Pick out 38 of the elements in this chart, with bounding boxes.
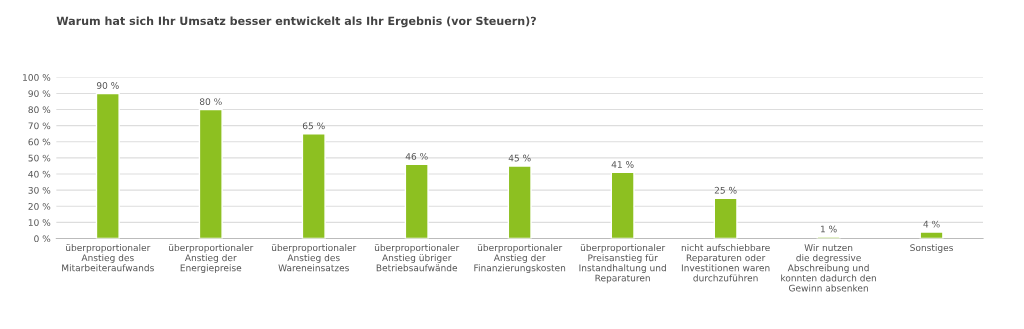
y-tick-label: 30 % — [28, 186, 51, 194]
y-tick-label: 10 % — [28, 219, 51, 226]
bar — [919, 231, 944, 239]
chart-title: Warum hat sich Ihr Umsatz besser entwickelt als Ihr Ergebnis (vor Steuern)? — [56, 16, 536, 28]
x-tick-label: nicht aufschiebbare Reparaturen oder Investitionen waren durchzuführen — [681, 244, 770, 282]
data-label: 90 % — [96, 82, 119, 89]
x-tick-label: überproportionaler Anstieg des Wareneinsatzes — [271, 244, 357, 272]
data-label: 80 % — [199, 98, 222, 106]
y-tick-label: 60 % — [28, 138, 51, 146]
x-tick-label: überproportionaler Anstieg der Energiepreise — [169, 244, 254, 274]
bar — [301, 133, 326, 239]
y-tick-label: 50 % — [28, 154, 51, 162]
bar — [713, 197, 738, 239]
x-tick-label: überproportionaler Anstieg übriger Betriebsaufwände — [374, 244, 460, 272]
x-tick-label: überproportionaler Preisanstieg für Instandhaltung und Reparaturen — [579, 244, 666, 284]
bar — [507, 165, 532, 239]
x-tick-label: überproportionaler Anstieg des Mitarbeiteraufwands — [62, 244, 154, 272]
bar — [610, 171, 635, 239]
data-label: 1 % — [820, 225, 837, 233]
y-tick-label: 100 % — [23, 74, 51, 81]
data-label: 4 % — [923, 220, 940, 228]
y-tick-label: 20 % — [28, 203, 51, 210]
data-label: 65 % — [302, 122, 325, 130]
bar — [404, 163, 429, 239]
y-tick-label: 90 % — [28, 90, 51, 97]
x-tick-label: Wir nutzen die degressive Abschreibung und konnten dadurch den Gewinn absenken — [781, 244, 876, 292]
data-label: 41 % — [611, 161, 634, 168]
x-tick-label: Sonstiges — [910, 244, 953, 253]
bar — [198, 108, 223, 239]
data-label: 25 % — [714, 186, 737, 194]
data-label: 45 % — [508, 154, 531, 162]
y-tick-label: 0 % — [34, 235, 51, 243]
y-tick-label: 40 % — [28, 170, 51, 178]
y-tick-label: 80 % — [28, 106, 51, 114]
y-tick-label: 70 % — [28, 122, 51, 130]
bar — [95, 92, 120, 239]
data-label: 46 % — [405, 153, 428, 160]
x-tick-label: überproportionaler Anstieg der Finanzierungskosten — [474, 244, 566, 274]
